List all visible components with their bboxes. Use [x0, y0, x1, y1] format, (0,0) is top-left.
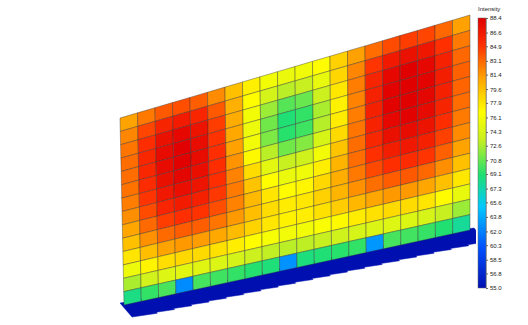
cell: [366, 234, 383, 253]
tick: 65.6: [486, 200, 502, 206]
tick: 84.9: [486, 44, 502, 50]
tick-mark: [486, 103, 488, 104]
tick-label: 81.4: [490, 72, 502, 78]
tick-label: 63.8: [490, 214, 502, 220]
cell: [124, 288, 142, 305]
tick: 74.3: [486, 129, 502, 135]
tick-mark: [486, 33, 488, 34]
tick-mark: [486, 231, 488, 232]
tick: 86.6: [486, 30, 502, 36]
tick-label: 72.6: [490, 143, 502, 149]
tick-label: 62.0: [490, 229, 502, 235]
cell: [210, 269, 228, 287]
cell: [297, 249, 314, 267]
tick-mark: [486, 160, 488, 161]
tick: 60.3: [486, 243, 502, 249]
cell: [176, 276, 194, 294]
tick-label: 70.8: [490, 158, 502, 164]
tick-mark: [486, 89, 488, 90]
cell: [418, 222, 435, 241]
tick-label: 55.0: [490, 285, 502, 291]
cell: [262, 257, 279, 275]
cell: [383, 230, 400, 249]
tick-mark: [486, 189, 488, 190]
cell: [280, 253, 297, 271]
tick-label: 83.1: [490, 58, 502, 64]
tick: 67.3: [486, 186, 502, 192]
tick-label: 60.3: [490, 243, 502, 249]
colorbar-fill: [478, 18, 486, 288]
tick: 81.4: [486, 72, 502, 78]
tick-label: 67.3: [490, 186, 502, 192]
tick-label: 76.1: [490, 115, 502, 121]
tick: 72.6: [486, 143, 502, 149]
tick: 70.8: [486, 158, 502, 164]
tick: 83.1: [486, 58, 502, 64]
tick-label: 86.6: [490, 30, 502, 36]
chart: Intensity 88.4 86.6 84.9 83.1 81.4 79.6 77.9 76.…: [0, 0, 528, 325]
tick: 76.1: [486, 115, 502, 121]
tick: 58.5: [486, 257, 502, 263]
tick: 69.1: [486, 171, 502, 177]
tick-mark: [486, 132, 488, 133]
cell: [141, 284, 159, 301]
cell: [349, 238, 366, 257]
tick-mark: [486, 217, 488, 218]
tick-mark: [486, 61, 488, 62]
tick: 88.4: [486, 15, 502, 21]
tick-label: 77.9: [490, 100, 502, 106]
colorbar-axis: 88.4 86.6 84.9 83.1 81.4 79.6 77.9 76.1 74.3 72.6…: [486, 15, 502, 291]
tick: 79.6: [486, 87, 502, 93]
tick-label: 69.1: [490, 171, 502, 177]
tick-label: 84.9: [490, 44, 502, 50]
tick: 55.0: [486, 285, 502, 291]
cell: [331, 242, 348, 260]
tick-label: 79.6: [490, 87, 502, 93]
tick-label: 65.6: [490, 200, 502, 206]
tick-label: 56.8: [490, 271, 502, 277]
cell: [193, 272, 211, 290]
colorbar-axis-line: [487, 19, 489, 289]
cell: [314, 245, 331, 263]
tick-mark: [486, 146, 488, 147]
tick-mark: [486, 117, 488, 118]
cell: [435, 218, 452, 237]
tick-mark: [486, 288, 488, 289]
tick-label: 58.5: [490, 257, 502, 263]
tick: 56.8: [486, 271, 502, 277]
cell: [245, 261, 262, 279]
plot-area: [120, 15, 476, 317]
colorbar-title: Intensity: [478, 6, 500, 12]
colorbar: Intensity 88.4 86.6 84.9 83.1 81.4 79.6 77.9 76.…: [478, 6, 502, 291]
tick-mark: [486, 75, 488, 76]
tick-label: 74.3: [490, 129, 502, 135]
tick-mark: [486, 260, 488, 261]
tick: 62.0: [486, 229, 502, 235]
tick: 63.8: [486, 214, 502, 220]
cell: [401, 226, 418, 245]
tick-mark: [486, 273, 488, 274]
tick-mark: [486, 18, 488, 19]
cell: [228, 265, 246, 283]
tick: 77.9: [486, 100, 502, 106]
cell: [453, 215, 470, 234]
tick-mark: [486, 174, 488, 175]
tick-mark: [486, 245, 488, 246]
cell: [158, 280, 176, 297]
tick-label: 88.4: [490, 15, 502, 21]
tick-mark: [486, 46, 488, 47]
tick-mark: [486, 202, 488, 203]
